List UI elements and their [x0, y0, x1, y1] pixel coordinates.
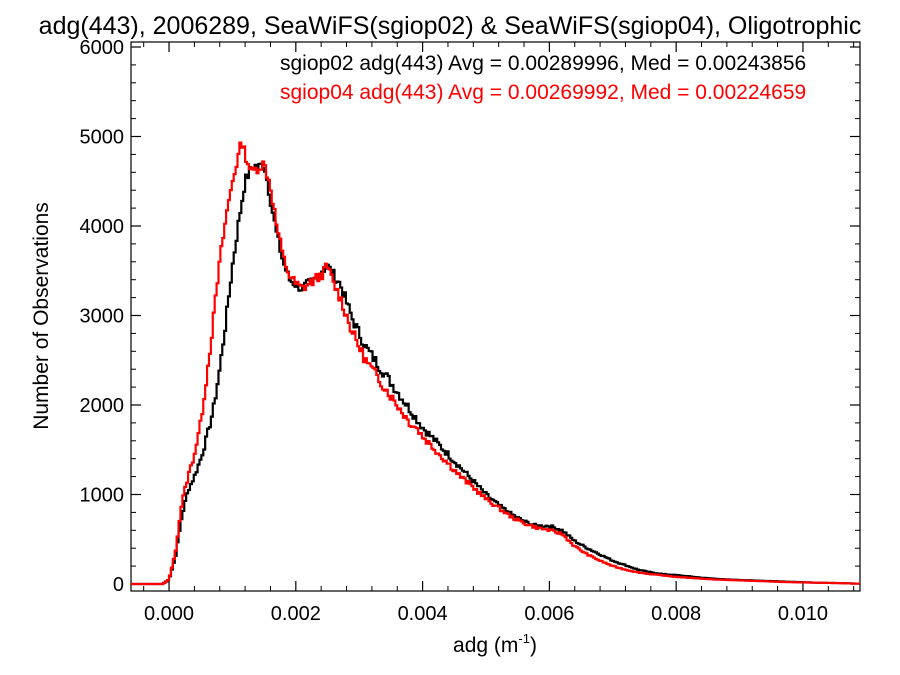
- y-axis-label: Number of Observations: [30, 202, 53, 430]
- histogram-series-sgiop04: [131, 141, 860, 586]
- x-axis: 0.000 0.002 0.004 0.006 0.008 0.010: [143, 42, 855, 625]
- x-axis-label-close: ): [530, 634, 537, 657]
- y-tick-label: 3000: [80, 306, 125, 328]
- plot-frame: [130, 41, 861, 592]
- x-tick-label: 0.010: [778, 603, 828, 625]
- x-axis-label-superscript: -1: [518, 631, 530, 646]
- x-axis-label: adg (m-1): [453, 631, 537, 657]
- x-tick-label: 0.006: [524, 603, 574, 625]
- histogram-series-sgiop02: [131, 162, 861, 586]
- y-tick-label: 5000: [80, 127, 125, 149]
- x-tick-label: 0.004: [398, 603, 448, 625]
- y-tick-label: 0: [113, 574, 124, 596]
- x-axis-label-main: adg (m: [453, 634, 518, 657]
- y-tick-label: 1000: [80, 485, 125, 507]
- y-tick-label: 4000: [80, 216, 125, 238]
- x-tick-label: 0.008: [651, 603, 701, 625]
- legend-entry-sgiop02: sgiop02 adg(443) Avg = 0.00289996, Med =…: [280, 52, 806, 75]
- x-tick-label: 0.002: [271, 603, 321, 625]
- legend-entry-sgiop04: sgiop04 adg(443) Avg = 0.00269992, Med =…: [280, 81, 806, 104]
- chart-title: adg(443), 2006289, SeaWiFS(sgiop02) & Se…: [39, 12, 862, 40]
- series-lines: [131, 141, 861, 586]
- x-tick-label: 0.000: [144, 603, 194, 625]
- y-tick-label: 6000: [80, 37, 125, 59]
- y-tick-label: 2000: [80, 395, 125, 417]
- y-axis: 0 1000 2000 3000 4000 5000 6000: [80, 37, 860, 596]
